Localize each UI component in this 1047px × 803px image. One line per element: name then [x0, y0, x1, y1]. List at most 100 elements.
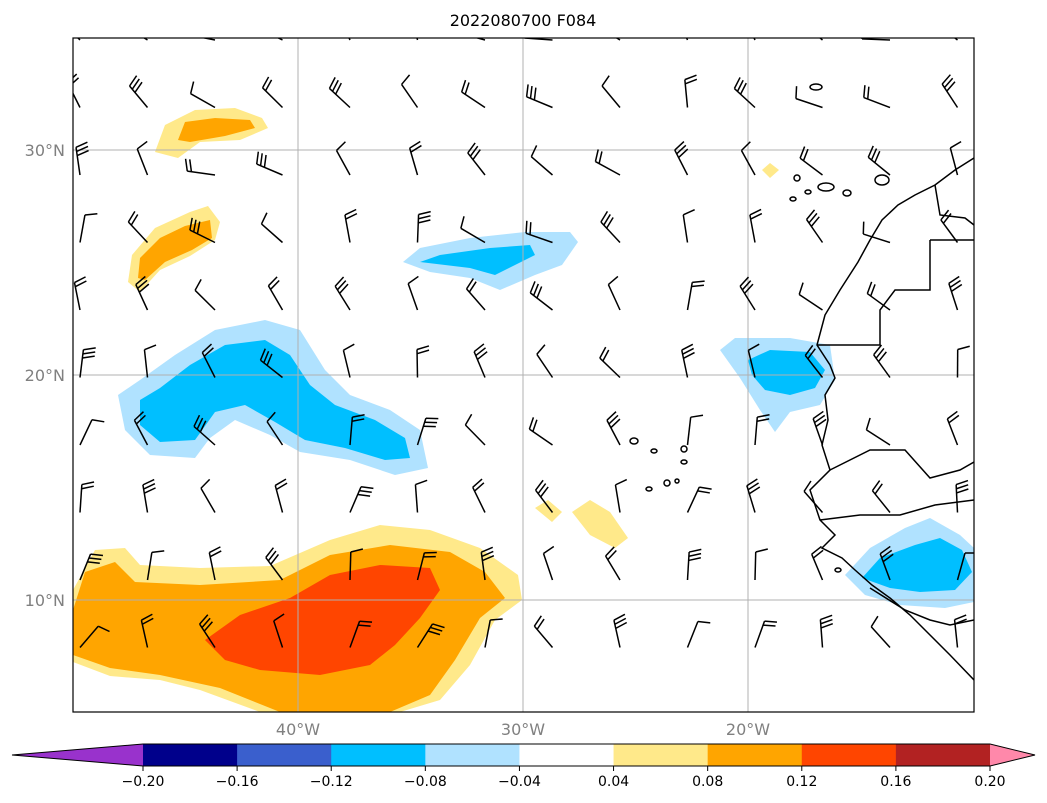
wind-barb: [956, 345, 970, 378]
colorbar-tick-label: −0.08: [404, 774, 447, 790]
lat-label-10n: 10°N: [25, 591, 65, 610]
wind-barb: [940, 209, 959, 243]
colorbar-segment: [143, 744, 238, 766]
wind-barb: [201, 343, 216, 378]
wind-barb: [184, 158, 216, 176]
wind-barb: [746, 478, 761, 513]
wind-barb: [873, 344, 891, 378]
wind-barb: [140, 613, 154, 648]
wind-barb: [465, 278, 486, 311]
island: [834, 567, 842, 573]
wind-barb: [189, 81, 216, 109]
wind-barb: [460, 79, 486, 109]
wind-barb: [681, 343, 695, 378]
colorbar-segment: [519, 744, 615, 766]
wind-barb: [754, 413, 770, 446]
wind-barb: [255, 151, 283, 176]
wind-barb: [534, 479, 554, 513]
colorbar-tick-label: 0.08: [692, 774, 723, 790]
wind-barb: [416, 345, 430, 378]
wind-barb: [416, 38, 419, 41]
neg-upper-inner: [420, 245, 535, 275]
island: [842, 189, 852, 197]
pos-blob-1-inner: [178, 118, 255, 142]
cape-verde-island: [650, 448, 658, 454]
wind-barb: [803, 480, 824, 513]
cape-verde-island: [629, 437, 639, 445]
wind-barbs: [73, 38, 974, 649]
wind-barb: [956, 552, 974, 581]
neg-band-inner: [140, 340, 410, 460]
wind-barb: [804, 344, 824, 378]
colorbar-tick-label: −0.12: [310, 774, 353, 790]
wind-barb: [739, 276, 756, 311]
wind-barb: [464, 413, 486, 446]
colorbar-segment: [613, 744, 709, 766]
wind-barb: [600, 210, 621, 244]
wind-barb: [606, 411, 621, 446]
wind-barb: [467, 142, 486, 176]
map-panel: [72, 37, 975, 713]
wind-barb: [416, 210, 431, 243]
wind-barb: [686, 486, 712, 513]
wind-barb: [749, 208, 763, 243]
wind-barb: [335, 141, 351, 176]
wind-barb: [948, 275, 963, 311]
wind-barb: [136, 140, 149, 176]
cape-verde-island: [645, 486, 653, 492]
wind-barb: [484, 618, 503, 648]
wind-barb: [334, 276, 351, 311]
wind-barb: [879, 545, 894, 581]
wind-barb: [76, 38, 81, 41]
wind-barb: [525, 84, 553, 109]
cape-verde-island: [680, 445, 688, 453]
wind-barb: [274, 478, 288, 513]
colorbar-tick-label: 0.04: [598, 774, 629, 790]
wind-barb: [686, 620, 711, 648]
wind-barb: [798, 282, 823, 311]
wind-barb: [866, 281, 891, 311]
wind-barb: [533, 615, 554, 648]
wind-barb: [408, 140, 422, 176]
wind-barb: [200, 38, 216, 41]
wind-barb: [328, 77, 351, 109]
wind-barb: [795, 86, 823, 109]
wind-barb: [259, 348, 283, 379]
wind-barb: [273, 613, 285, 648]
lat-label-30n: 30°N: [25, 141, 65, 160]
wind-barb: [607, 275, 621, 311]
wind-barb: [599, 346, 621, 379]
pos-band-inner: [205, 565, 440, 675]
wind-barb: [349, 548, 364, 581]
wind-barb: [542, 545, 555, 581]
wind-barb: [73, 276, 87, 311]
wind-barb: [614, 478, 628, 513]
wind-barb: [472, 478, 486, 513]
wind-barb: [867, 145, 891, 176]
wind-barb: [416, 551, 437, 581]
wind-barb: [528, 417, 553, 446]
colorbar-segment: [237, 744, 332, 766]
border-5: [934, 184, 974, 226]
island: [874, 174, 890, 186]
wind-barb: [414, 479, 428, 513]
wind-barb: [870, 615, 891, 649]
colorbar-tick-label: 0.20: [974, 774, 1005, 790]
wind-barb: [142, 38, 148, 41]
wind-barb: [79, 625, 110, 648]
wind-barb: [682, 209, 695, 243]
wind-barb: [127, 210, 149, 244]
wind-barb: [674, 141, 689, 176]
wind-barb: [613, 613, 628, 648]
wind-barb: [953, 38, 958, 41]
island: [817, 182, 835, 192]
wind-barb: [740, 141, 756, 176]
colorbar: −0.20 −0.16 −0.12 −0.08 −0.04 0.04 0.08 0.12 0.1…: [11, 743, 1036, 790]
wind-barb: [349, 414, 365, 446]
gridlines: [73, 38, 974, 712]
island: [809, 83, 823, 91]
wind-barb: [685, 38, 689, 41]
wind-barb: [812, 410, 827, 446]
border-3: [819, 499, 974, 521]
island: [789, 196, 797, 202]
